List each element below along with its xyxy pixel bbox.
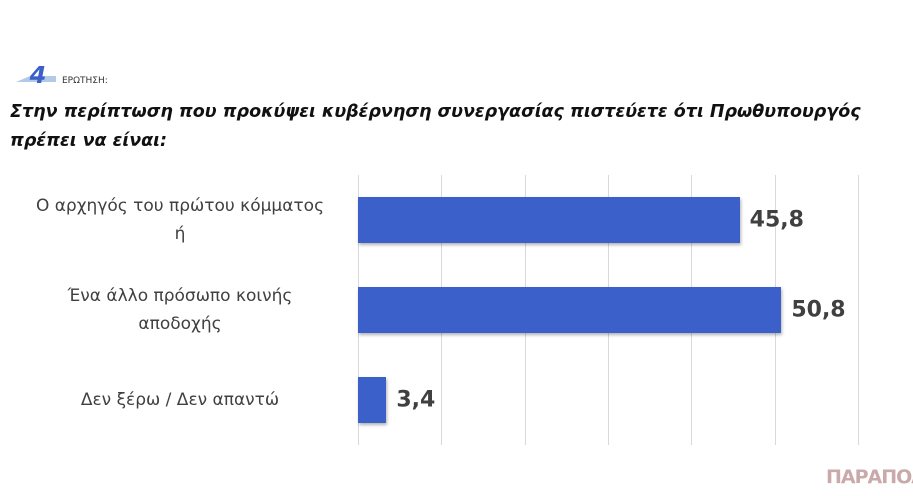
bar <box>358 197 740 243</box>
value-label: 45,8 <box>749 207 804 233</box>
question-number: 4 <box>29 66 47 88</box>
y-tick-label: Δεν ξέρω / Δεν απαντώ <box>80 390 280 410</box>
question-icon: 4 <box>16 66 56 88</box>
bar <box>358 377 387 423</box>
watermark: ΠΑΡΑΠΟΛ <box>826 466 913 488</box>
y-tick-label: Ένα άλλο πρόσωπο κοινής αποδοχής <box>67 286 293 334</box>
bar <box>358 287 782 333</box>
value-label: 50,8 <box>791 297 846 323</box>
question-label: ΕΡΩΤΗΣΗ: <box>62 76 108 86</box>
value-label: 3,4 <box>396 387 436 413</box>
chart-title: Στην περίπτωση που προκύψει κυβέρνηση συ… <box>10 102 861 151</box>
grid-line <box>858 175 859 445</box>
y-tick-label: Ο αρχηγός του πρώτου κόμματος ή <box>35 196 325 244</box>
